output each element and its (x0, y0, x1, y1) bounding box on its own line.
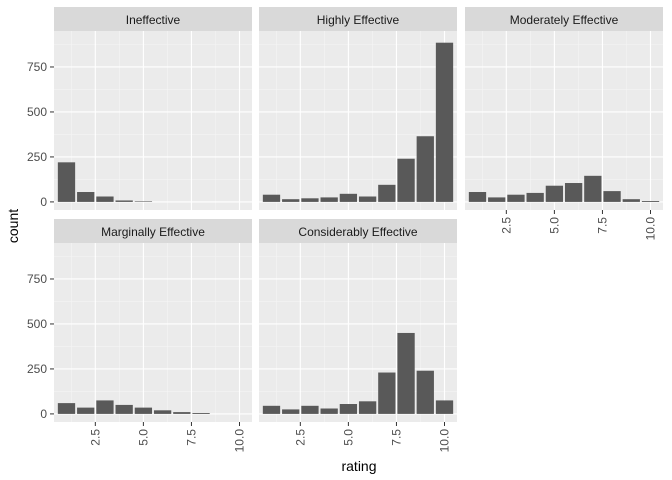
facet-panel: Ineffective 0 250 500 750 (27, 7, 252, 210)
bar (397, 158, 415, 202)
y-tick-label: 500 (27, 317, 47, 331)
y-tick-label: 250 (27, 362, 47, 376)
x-tick-label: 2.5 (293, 429, 307, 446)
bar (603, 191, 621, 202)
facet-title: Ineffective (126, 13, 181, 27)
facet-strip (465, 7, 663, 31)
x-tick-label: 7.5 (595, 217, 609, 234)
bar (641, 201, 660, 202)
bars (262, 332, 454, 414)
y-tick-label: 750 (27, 60, 47, 74)
bar (173, 412, 191, 414)
y-tick-label: 500 (27, 105, 47, 119)
bar (77, 407, 95, 414)
bar (57, 403, 76, 414)
bar (468, 192, 487, 202)
facet-panel: Highly Effective (259, 7, 457, 210)
x-axis-label: rating (341, 458, 376, 474)
bar (564, 183, 583, 202)
bars (468, 175, 660, 202)
bar (301, 405, 319, 414)
facet-strip (54, 219, 252, 243)
bar (320, 197, 338, 202)
bar (282, 199, 300, 202)
x-tick-label: 5.0 (341, 429, 355, 446)
bars (262, 42, 454, 202)
bar (57, 162, 76, 202)
panel-background (54, 31, 252, 210)
bar (378, 372, 396, 414)
y-tick-label: 750 (27, 272, 47, 286)
bar (339, 193, 358, 202)
bar (115, 404, 133, 414)
facet-panel: Marginally Effective 0 250 500 750 2.5 5.0 7.5 1… (27, 219, 252, 452)
bar (358, 401, 377, 414)
bar (507, 194, 525, 202)
facet-strip (54, 7, 252, 31)
facet-title: Highly Effective (317, 13, 400, 27)
x-tick-label: 10.0 (644, 217, 658, 241)
bar (153, 410, 172, 414)
bar (262, 194, 281, 202)
x-tick-label: 10.0 (438, 429, 452, 453)
facet-strip (259, 7, 457, 31)
facet-panels: Ineffective 0 250 500 750 Highly Effective Mod… (27, 7, 663, 452)
facet-panel: Considerably Effective 2.5 5.0 7.5 10.0 (259, 219, 457, 452)
panel-background (54, 243, 252, 422)
facet-title: Moderately Effective (510, 13, 619, 27)
bar (526, 192, 544, 202)
gridlines (465, 31, 663, 210)
bar (622, 199, 640, 202)
bar (435, 400, 454, 414)
bar (77, 192, 95, 202)
x-tick-label: 2.5 (88, 429, 102, 446)
bar (282, 409, 300, 414)
x-tick-label: 10.0 (233, 429, 247, 453)
bar (358, 196, 377, 202)
bar (192, 413, 210, 414)
bar (301, 198, 319, 202)
bar (134, 407, 153, 414)
facet-title: Marginally Effective (101, 225, 205, 239)
y-axis-label: count (5, 209, 21, 243)
bar (488, 197, 506, 202)
x-tick-label: 7.5 (184, 429, 198, 446)
bar (262, 405, 281, 414)
bar (416, 370, 434, 414)
bar (397, 332, 415, 414)
bar (584, 175, 602, 202)
bars (57, 162, 153, 202)
bar (435, 42, 454, 202)
bar (545, 185, 564, 202)
facet-panel: Moderately Effective 2.5 5.0 7.5 10.0 (465, 7, 663, 240)
y-tick-label: 0 (40, 195, 47, 209)
x-tick-label: 5.0 (136, 429, 150, 446)
bar (115, 200, 133, 202)
bar (339, 404, 358, 414)
bar (96, 400, 114, 414)
y-tick-label: 250 (27, 150, 47, 164)
bar (134, 201, 153, 202)
bar (96, 196, 114, 202)
facet-strip (259, 219, 457, 243)
panel-background (465, 31, 663, 210)
bar (378, 184, 396, 202)
x-tick-label: 2.5 (499, 217, 513, 234)
bar (416, 136, 434, 202)
y-tick-label: 0 (40, 407, 47, 421)
bars (57, 400, 210, 414)
facet-title: Considerably Effective (298, 225, 418, 239)
bar (320, 408, 338, 414)
x-tick-label: 7.5 (389, 429, 403, 446)
x-tick-label: 5.0 (547, 217, 561, 234)
